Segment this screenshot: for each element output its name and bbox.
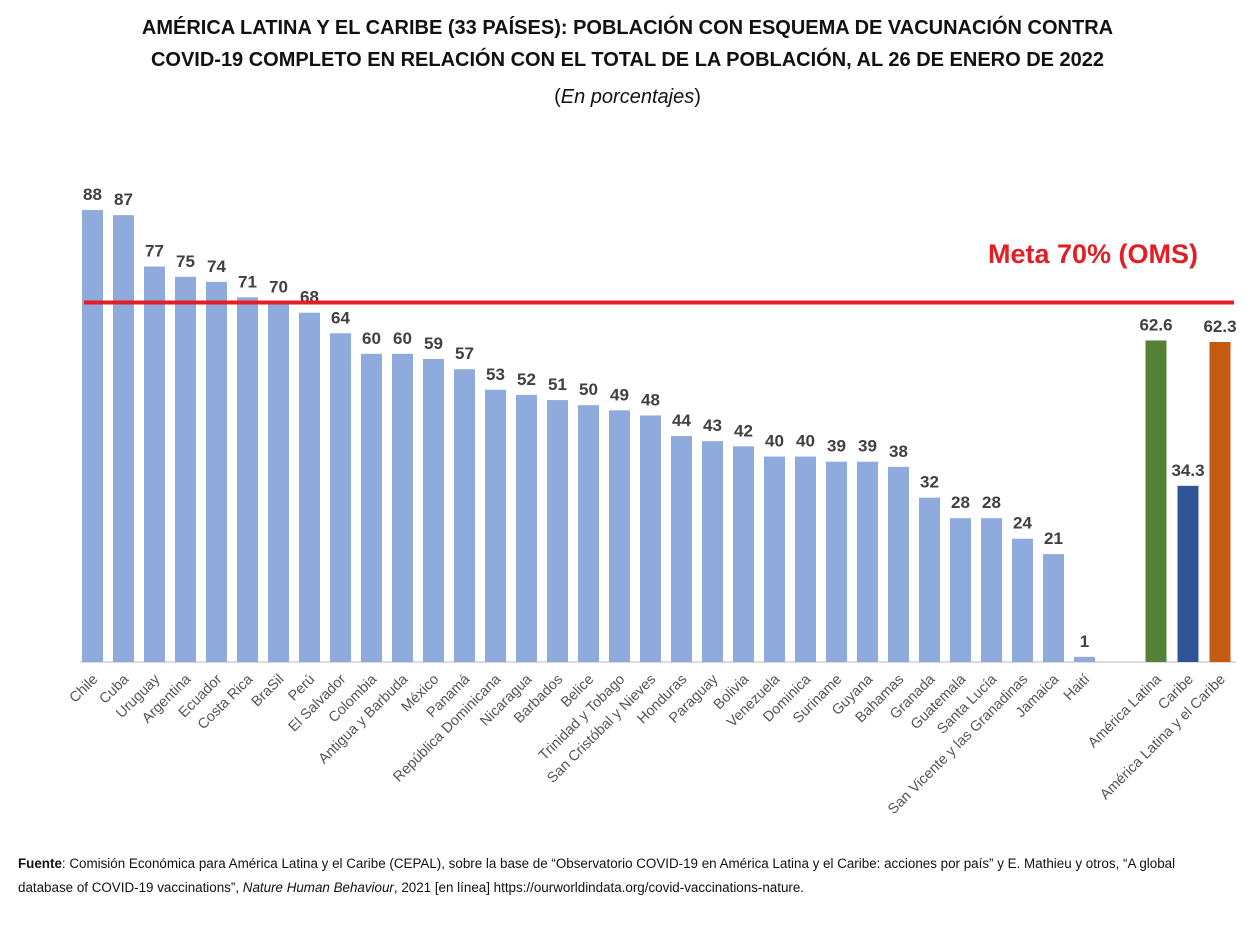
source-note: Fuente: Comisión Económica para América … bbox=[18, 852, 1233, 900]
bar-belice bbox=[578, 405, 599, 662]
data-label-bolivia: 42 bbox=[734, 421, 753, 440]
data-label-suriname: 39 bbox=[827, 437, 846, 456]
data-label-san-cristobal-y-nieves: 48 bbox=[641, 390, 660, 409]
x-tick-label-america-latina-y-el-caribe: América Latina y el Caribe bbox=[1097, 672, 1229, 804]
data-label-jamaica: 21 bbox=[1044, 529, 1063, 548]
x-tick-label-haiti: Haití bbox=[1061, 672, 1093, 704]
bar-bahamas bbox=[888, 466, 909, 662]
source-prefix: Fuente bbox=[18, 856, 62, 871]
data-label-bahamas: 38 bbox=[889, 442, 908, 461]
bar-guyana bbox=[857, 461, 878, 662]
data-label-mexico: 59 bbox=[424, 334, 443, 353]
data-label-honduras: 44 bbox=[672, 411, 691, 430]
data-label-haiti: 1 bbox=[1080, 632, 1089, 651]
reference-line-label: Meta 70% (OMS) bbox=[988, 239, 1198, 269]
data-label-cuba: 87 bbox=[114, 190, 133, 209]
bar-america-latina bbox=[1145, 340, 1167, 662]
bar-trinidad-y-tobago bbox=[609, 410, 630, 662]
bar-brasil bbox=[268, 302, 289, 662]
bar-uruguay bbox=[144, 266, 165, 662]
data-label-guatemala: 28 bbox=[951, 493, 970, 512]
data-label-ecuador: 74 bbox=[207, 257, 226, 276]
data-label-el-salvador: 64 bbox=[331, 308, 350, 327]
bar-colombia bbox=[361, 353, 382, 662]
data-label-brasil: 70 bbox=[269, 277, 288, 296]
data-label-granada: 32 bbox=[920, 473, 939, 492]
bar-jamaica bbox=[1043, 554, 1064, 662]
bar-chart: 88Chile87Cuba77Uruguay75Argentina74Ecuad… bbox=[67, 185, 1237, 818]
bar-peru bbox=[299, 312, 320, 662]
data-label-america-latina-y-el-caribe: 62.3 bbox=[1203, 317, 1236, 336]
bar-paraguay bbox=[702, 441, 723, 662]
bar-barbados bbox=[547, 400, 568, 662]
data-label-panama: 57 bbox=[455, 344, 474, 363]
x-tick-label-chile: Chile bbox=[67, 672, 102, 707]
bar-venezuela bbox=[764, 456, 785, 662]
data-label-paraguay: 43 bbox=[703, 416, 722, 435]
bar-antigua-y-barbuda bbox=[392, 353, 413, 662]
data-label-trinidad-y-tobago: 49 bbox=[610, 385, 629, 404]
bar-dominica bbox=[795, 456, 816, 662]
bar-nicaragua bbox=[516, 394, 537, 662]
bar-san-cristobal-y-nieves bbox=[640, 415, 661, 662]
data-label-argentina: 75 bbox=[176, 252, 195, 271]
data-label-barbados: 51 bbox=[548, 375, 567, 394]
data-label-dominica: 40 bbox=[796, 432, 815, 451]
source-journal: Nature Human Behaviour bbox=[242, 880, 394, 895]
bar-ecuador bbox=[206, 281, 227, 662]
data-label-costa-rica: 71 bbox=[238, 272, 257, 291]
bar-el-salvador bbox=[330, 333, 351, 662]
data-label-chile: 88 bbox=[83, 185, 102, 204]
bar-bolivia bbox=[733, 446, 754, 662]
source-text-1: Comisión Económica para América Latina y… bbox=[18, 856, 1176, 895]
bar-panama bbox=[454, 369, 475, 662]
data-label-antigua-y-barbuda: 60 bbox=[393, 329, 412, 348]
source-colon: : bbox=[61, 856, 66, 871]
x-tick-label-brasil: BraSil bbox=[249, 672, 288, 711]
data-label-caribe: 34.3 bbox=[1171, 461, 1204, 480]
bar-honduras bbox=[671, 436, 692, 662]
bar-argentina bbox=[175, 276, 196, 662]
data-label-uruguay: 77 bbox=[145, 242, 164, 261]
chart-title-line-1: AMÉRICA LATINA Y EL CARIBE (33 PAÍSES): … bbox=[141, 17, 1114, 39]
bar-caribe bbox=[1177, 485, 1199, 662]
bar-cuba bbox=[113, 215, 134, 663]
subtitle-open-paren: ( bbox=[554, 86, 561, 108]
bar-suriname bbox=[826, 461, 847, 662]
bar-san-vicente-y-las-granadinas bbox=[1012, 538, 1033, 662]
subtitle-close-paren: ) bbox=[694, 86, 701, 108]
bar-america-latina-y-el-caribe bbox=[1209, 342, 1231, 662]
data-label-guyana: 39 bbox=[858, 437, 877, 456]
subtitle-text: En porcentajes bbox=[560, 86, 695, 108]
bar-santa-lucia bbox=[981, 518, 1002, 662]
bar-republica-dominicana bbox=[485, 389, 506, 662]
source-text-2: , 2021 [en línea] https://ourworldindata… bbox=[393, 880, 805, 895]
bar-haiti bbox=[1074, 656, 1095, 662]
data-label-nicaragua: 52 bbox=[517, 370, 536, 389]
chart-title-line-2: COVID-19 COMPLETO EN RELACIÓN CON EL TOT… bbox=[150, 49, 1105, 71]
bar-granada bbox=[919, 497, 940, 662]
data-label-republica-dominicana: 53 bbox=[486, 365, 505, 384]
data-label-colombia: 60 bbox=[362, 329, 381, 348]
chart-subtitle: (En porcentajes) bbox=[0, 86, 1255, 109]
data-label-venezuela: 40 bbox=[765, 432, 784, 451]
data-label-belice: 50 bbox=[579, 380, 598, 399]
bar-costa-rica bbox=[237, 297, 258, 662]
data-label-america-latina: 62.6 bbox=[1139, 315, 1172, 334]
bar-mexico bbox=[423, 358, 444, 662]
data-label-santa-lucia: 28 bbox=[982, 493, 1001, 512]
bar-guatemala bbox=[950, 518, 971, 662]
chart-title: AMÉRICA LATINA Y EL CARIBE (33 PAÍSES): … bbox=[0, 12, 1255, 76]
bar-chile bbox=[82, 210, 103, 662]
data-label-san-vicente-y-las-granadinas: 24 bbox=[1013, 514, 1032, 533]
